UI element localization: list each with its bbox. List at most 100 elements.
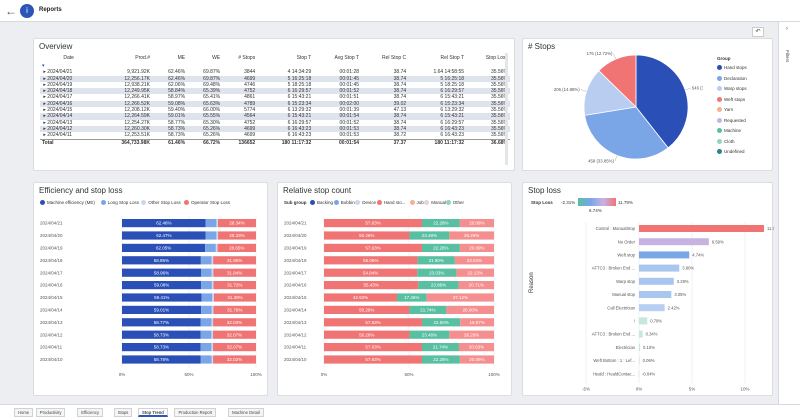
tab-home[interactable]: Home xyxy=(14,408,34,417)
pie-legend-item[interactable]: Warp stops xyxy=(717,86,747,92)
efficiency-title: Efficiency and stop loss xyxy=(39,186,123,195)
tab-production-report[interactable]: Production Report xyxy=(174,408,217,417)
bar-segment xyxy=(201,268,212,277)
table-row[interactable]: ▸ 2024/04/11 12,253.51K 58.73% 65.26% 4699 6 … xyxy=(40,132,510,139)
undo-icon[interactable]: ↶ xyxy=(752,27,764,37)
table-cell: 6 16:29:57 xyxy=(287,119,312,126)
pie-slice xyxy=(635,54,689,149)
legend-item[interactable]: Operator Stop Loss xyxy=(184,200,230,206)
column-header[interactable]: Avg Stop T xyxy=(334,54,360,61)
bar-value-label: 3.28% xyxy=(677,279,689,284)
column-header[interactable]: Stop Loss xyxy=(485,54,508,61)
y-category-label: Electrician xyxy=(616,345,636,350)
table-cell: 62.06% xyxy=(168,81,186,88)
legend-item[interactable]: Device xyxy=(355,200,376,206)
table-row[interactable]: ▸ 2024/04/16 12,266.52K 59.08% 65.63% 4789 6 … xyxy=(40,100,510,108)
legend-swatch xyxy=(445,200,451,206)
legend-item[interactable]: Backing xyxy=(310,200,333,206)
top-header: ← i Reports xyxy=(0,0,800,22)
table-row[interactable]: ▸ 2024/04/19 12,938.21K 62.06% 69.48% 4746 5 … xyxy=(40,82,510,88)
x-tick-label: 5% xyxy=(689,386,696,391)
bar-segment xyxy=(218,219,256,228)
pie-legend-item[interactable]: Requested xyxy=(717,118,746,123)
table-row[interactable]: ▸ 2024/04/20 12,256.17K 62.46% 69.87% 4699 5 … xyxy=(40,75,510,82)
table-cell: 5 18:25:18 xyxy=(287,81,312,88)
bar xyxy=(639,264,680,272)
tab-machine-detail[interactable]: Machine Detail xyxy=(228,408,264,417)
table-cell: 6 15:23:34 xyxy=(408,100,467,108)
table-cell: 4752 xyxy=(244,119,256,126)
bar-value-label: 59.01% xyxy=(154,308,169,313)
bar-value-label: 58.78% xyxy=(154,357,169,362)
table-row[interactable]: ▸ 2024/04/14 12,264.59K 59.01% 65.55% 4564 6 … xyxy=(40,113,510,120)
bar-segment xyxy=(212,293,214,302)
bar-value-label: 31.79% xyxy=(227,308,242,313)
bar-segment xyxy=(459,219,494,228)
legend-item[interactable]: Long Stop Loss xyxy=(100,200,139,206)
pie-legend-item[interactable]: Declaration xyxy=(717,76,747,81)
pie-legend-item[interactable]: Cloth xyxy=(717,139,735,144)
bar-value-label: 23.03% xyxy=(429,270,444,275)
y-category-label: 2024/04/19 xyxy=(284,246,307,251)
bar-segment xyxy=(459,243,494,252)
table-cell: 12,208.12K xyxy=(124,107,150,114)
table-cell: 5 16:25:18 xyxy=(408,75,467,82)
table-row[interactable]: ▸ 2024/04/18 12,249.95K 58.84% 65.39% 4752 6 … xyxy=(40,88,510,95)
table-row[interactable]: ▸ 2024/04/21 9,921.92K 62.46% 69.87% 3844 4 1… xyxy=(40,69,510,75)
legend-item[interactable]: Manual xyxy=(424,200,446,206)
column-header[interactable]: Date xyxy=(63,54,74,61)
table-cell: 35.56% xyxy=(466,100,510,108)
pie-legend-item[interactable]: Undefined xyxy=(717,149,745,155)
legend-label: Yarn xyxy=(724,107,734,112)
collapse-icon[interactable]: › xyxy=(786,26,788,32)
pie-legend-item[interactable]: Machine xyxy=(717,128,741,134)
table-row[interactable]: ▸ 2024/04/12 12,260.30K 58.73% 65.26% 4699 6 … xyxy=(40,125,510,133)
back-arrow-icon[interactable]: ← xyxy=(5,4,17,18)
table-row[interactable]: ▸ 2024/04/15 12,208.12K 59.40% 66.00% 5774 6 … xyxy=(40,107,510,113)
legend-label: Declaration xyxy=(724,75,747,81)
tab-efficiency[interactable]: Efficiency xyxy=(77,408,104,417)
legend-item[interactable]: Bobbin xyxy=(333,200,355,206)
legend-item[interactable]: Machine efficiency (ME) xyxy=(40,200,95,206)
bar-segment xyxy=(421,219,460,228)
column-header[interactable]: Rel Stop T xyxy=(440,54,465,61)
table-row[interactable]: ▸ 2024/04/13 12,254.27K 58.77% 65.30% 4752 6 … xyxy=(40,120,510,126)
tab-productivity[interactable]: Productivity xyxy=(35,408,66,417)
stoploss-legend-mid: 6.74% xyxy=(589,208,602,213)
x-tick-label: 10% xyxy=(740,386,749,391)
table-cell: 69.48% xyxy=(203,81,221,88)
table-cell: 35.56% xyxy=(466,113,510,120)
table-cell: 38.74 xyxy=(393,94,407,101)
bar-segment xyxy=(213,343,256,352)
pie-legend-item[interactable]: Yarn xyxy=(717,107,734,113)
legend-label: Hand sto... xyxy=(383,200,406,205)
column-header[interactable]: ME xyxy=(177,54,186,61)
bar-segment xyxy=(201,293,213,302)
bar xyxy=(639,225,764,232)
tab-stops[interactable]: Stops xyxy=(113,408,133,417)
column-header[interactable]: Stop T xyxy=(296,54,312,61)
legend-label: Job xyxy=(416,200,424,205)
legend-item[interactable]: Hand sto... xyxy=(376,200,406,206)
bar-segment xyxy=(211,355,214,364)
legend-item[interactable]: Other Stop Loss xyxy=(141,200,181,206)
legend-item[interactable]: Other xyxy=(445,200,464,206)
column-header[interactable]: Prod.# xyxy=(135,54,150,61)
table-cell: 58.97% xyxy=(168,94,186,101)
table-cell: 58.73% xyxy=(168,132,186,139)
tab-stop-trend[interactable]: Stop Trend xyxy=(137,408,168,417)
table-cell: 35.56% xyxy=(491,69,508,76)
filters-label[interactable]: Filters xyxy=(785,50,790,63)
column-header[interactable]: Rel Stop C xyxy=(381,54,407,61)
bar-value-label: 23.04% xyxy=(467,258,482,263)
filters-sidebar[interactable]: › Filters xyxy=(778,22,800,404)
table-row[interactable]: ▸ 2024/04/17 12,266.41K 58.97% 65.41% 4861 6 … xyxy=(40,94,510,100)
pie-legend-item[interactable]: Hand stops xyxy=(717,65,747,71)
column-header[interactable]: WE xyxy=(212,54,221,61)
column-header[interactable]: # Stops xyxy=(238,54,256,61)
legend-item[interactable]: Job xyxy=(409,200,424,206)
sort-down-icon[interactable]: ▾ xyxy=(42,63,45,69)
pie-legend-item[interactable]: Weft stops xyxy=(717,97,745,102)
overview-scrollbar[interactable] xyxy=(505,53,508,165)
y-category-label: 2024/04/19 xyxy=(40,246,63,251)
